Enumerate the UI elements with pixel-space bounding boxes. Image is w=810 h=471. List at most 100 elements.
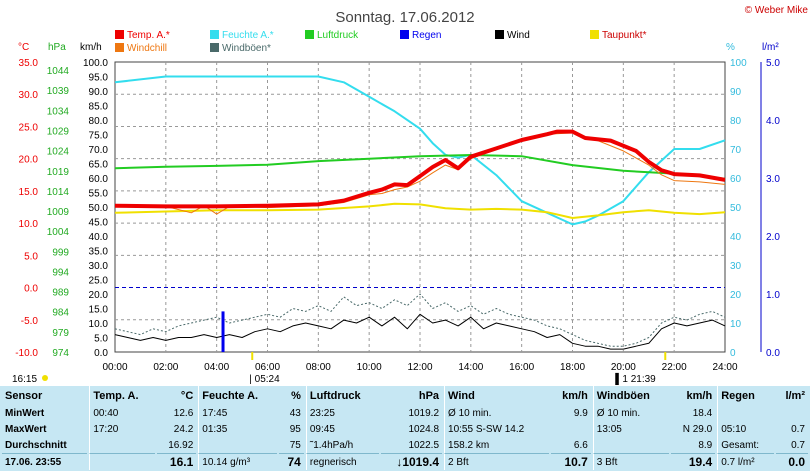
tick-label-wind: 0.0 <box>94 348 108 359</box>
tick-label-wind: 30.0 <box>89 261 109 272</box>
stats-header-cell: hPa <box>418 389 440 402</box>
series-group <box>114 75 726 352</box>
series-line-luftdruck <box>114 154 726 180</box>
tick-label-time: 06:00 <box>255 362 280 373</box>
stats-cell: regnerisch <box>305 453 379 470</box>
stats-header-cell: Regen <box>717 386 773 405</box>
stats-cell: 75 <box>289 439 301 451</box>
stats-header-cell: Temp. A. <box>89 386 155 405</box>
tick-label-wind: 15.0 <box>89 305 109 316</box>
legend-swatch <box>305 30 314 39</box>
tick-label-wind: 55.0 <box>89 189 109 200</box>
tick-label-temp: 10.0 <box>19 219 39 230</box>
tick-label-pressure: 1044 <box>47 66 70 77</box>
tick-label-pressure: 1019 <box>47 167 70 178</box>
tick-label-humidity: 60 <box>730 174 742 185</box>
tick-label-wind: 50.0 <box>89 203 109 214</box>
stats-header-cell: % <box>291 389 301 402</box>
legend-swatch <box>210 43 219 52</box>
stats-cell: 6.6 <box>573 439 588 451</box>
tick-label-pressure: 1024 <box>47 147 70 158</box>
tick-label-time: 10:00 <box>357 362 382 373</box>
legend-swatch <box>115 30 124 39</box>
tick-label-wind: 75.0 <box>89 131 109 142</box>
stats-header-cell: Wind <box>444 386 549 405</box>
tick-label-wind: 40.0 <box>89 232 109 243</box>
stats-cell <box>198 437 277 453</box>
tick-label-pressure: 999 <box>52 247 69 258</box>
stats-cell: 1022.5 <box>408 439 440 451</box>
stats-cell: 95 <box>289 423 301 435</box>
stats-cell: 05:10 <box>717 421 773 437</box>
tick-label-time: 18:00 <box>560 362 585 373</box>
tick-label-pressure: 1029 <box>47 126 70 137</box>
wind-axis-unit: km/h <box>80 42 102 53</box>
stats-cell <box>89 437 155 453</box>
stats-cell: MinWert <box>5 407 45 419</box>
tick-label-pressure: 979 <box>52 328 69 339</box>
tick-label-wind: 25.0 <box>89 276 109 287</box>
stats-cell: 10.14 g/m³ <box>198 453 278 470</box>
legend-label: Windböen* <box>222 43 271 54</box>
stats-cell: 1019.2 <box>408 407 440 419</box>
stats-cell <box>717 405 773 421</box>
tick-label-rain: 3.0 <box>766 174 780 185</box>
tick-label-pressure: 1034 <box>47 106 70 117</box>
stats-cell <box>592 437 669 453</box>
tick-label-pressure: 1014 <box>47 187 70 198</box>
tick-label-wind: 100.0 <box>83 58 108 69</box>
legend-label: Wind <box>507 30 530 41</box>
tick-label-humidity: 10 <box>730 319 742 330</box>
stats-row: 17.06. 23:55 16.1 10.14 g/m³ 74 regnerisch ↓1… <box>2 453 808 470</box>
tick-label-wind: 35.0 <box>89 247 109 258</box>
tick-label-pressure: 989 <box>52 288 69 299</box>
stats-cell: N 29.0 <box>682 423 713 435</box>
legend-swatch <box>590 30 599 39</box>
stats-cell: 8.9 <box>698 439 713 451</box>
stats-cell: 16.1 <box>157 453 197 470</box>
tick-label-temp: -5.0 <box>21 316 39 327</box>
stats-cell: Ø 10 min. <box>592 405 669 421</box>
stats-cell <box>89 453 156 470</box>
tick-label-temp: 30.0 <box>19 90 39 101</box>
tick-label-humidity: 70 <box>730 145 742 156</box>
series-line-taupunkt <box>114 202 726 219</box>
tick-label-humidity: 30 <box>730 261 742 272</box>
stats-header-cell: Windböen <box>592 386 669 405</box>
stats-header-cell: °C <box>180 389 194 402</box>
legend-label: Feuchte A.* <box>222 30 274 41</box>
stats-cell: 0.0 <box>775 453 808 470</box>
tick-label-temp: 15.0 <box>19 187 39 198</box>
sun-markers: 16:15 | 05:24 ▌1 21:39 <box>12 352 667 386</box>
stats-cell: Durchschnitt <box>5 439 67 451</box>
axis-unit-headers: °C hPa km/h% l/m² <box>18 42 779 53</box>
tick-label-wind: 95.0 <box>89 73 109 84</box>
tick-label-humidity: 40 <box>730 232 742 243</box>
tick-label-time: 22:00 <box>662 362 687 373</box>
stats-cell: 00:40 <box>89 405 155 421</box>
corner-time: 16:15 <box>12 374 37 385</box>
stats-header-cell: km/h <box>562 389 588 402</box>
weather-chart: Sonntag. 17.06.2012 © Weber Mike Temp. A… <box>12 5 808 386</box>
stats-cell: 19.4 <box>670 453 716 470</box>
stats-cell: 12.6 <box>173 407 194 419</box>
tick-label-rain: 1.0 <box>766 290 780 301</box>
stats-cell: 2 Bft <box>444 453 549 470</box>
stats-cell: 17.06. 23:55 <box>2 453 88 470</box>
tick-label-rain: 4.0 <box>766 116 780 127</box>
stats-cell: 10.7 <box>550 453 591 470</box>
sunset-time: ▌1 21:39 <box>615 372 656 386</box>
stats-cell <box>776 405 808 421</box>
legend-swatch <box>495 30 504 39</box>
legend-swatch <box>115 43 124 52</box>
stats-cell: 158.2 km <box>444 437 549 453</box>
stats-header-cell: Sensor <box>5 389 43 402</box>
legend-label: Luftdruck <box>317 30 359 41</box>
stats-cell: 74 <box>279 453 304 470</box>
pressure-axis-unit: hPa <box>48 42 66 53</box>
tick-label-wind: 20.0 <box>89 290 109 301</box>
stats-cell: Ø 10 min. <box>444 405 549 421</box>
tick-label-humidity: 100 <box>730 58 747 69</box>
stats-cell: 13:05 <box>592 421 669 437</box>
tick-label-wind: 60.0 <box>89 174 109 185</box>
